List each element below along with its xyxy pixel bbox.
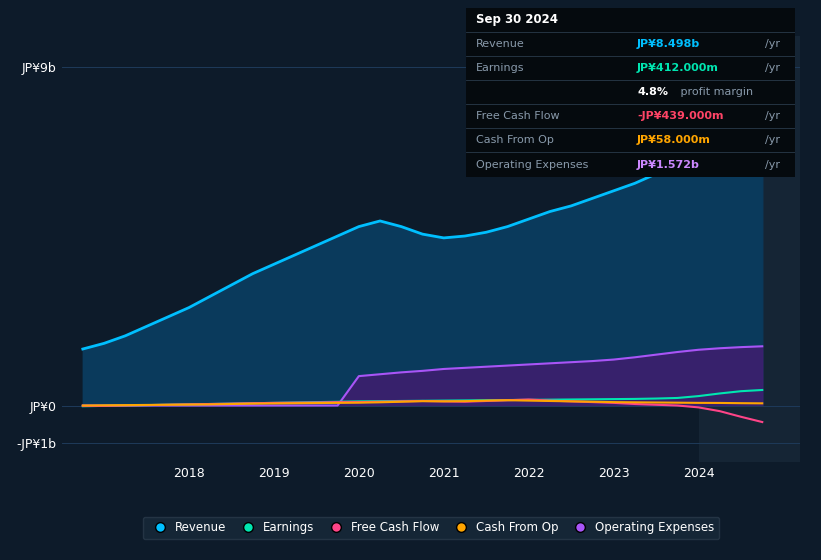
- Text: JP¥58.000m: JP¥58.000m: [637, 136, 711, 145]
- Text: profit margin: profit margin: [677, 87, 753, 97]
- Text: Sep 30 2024: Sep 30 2024: [476, 13, 558, 26]
- Text: Earnings: Earnings: [476, 63, 525, 73]
- Text: Operating Expenses: Operating Expenses: [476, 160, 589, 170]
- Text: Free Cash Flow: Free Cash Flow: [476, 111, 560, 121]
- Text: JP¥1.572b: JP¥1.572b: [637, 160, 700, 170]
- Text: Cash From Op: Cash From Op: [476, 136, 554, 145]
- Text: -JP¥439.000m: -JP¥439.000m: [637, 111, 723, 121]
- Text: 4.8%: 4.8%: [637, 87, 668, 97]
- Text: JP¥412.000m: JP¥412.000m: [637, 63, 719, 73]
- Text: /yr: /yr: [765, 63, 780, 73]
- Bar: [699, 36, 821, 462]
- Legend: Revenue, Earnings, Free Cash Flow, Cash From Op, Operating Expenses: Revenue, Earnings, Free Cash Flow, Cash …: [143, 517, 719, 539]
- Text: JP¥8.498b: JP¥8.498b: [637, 39, 700, 49]
- Text: Revenue: Revenue: [476, 39, 525, 49]
- Text: /yr: /yr: [765, 160, 780, 170]
- Text: /yr: /yr: [765, 136, 780, 145]
- Text: /yr: /yr: [765, 111, 780, 121]
- Text: /yr: /yr: [765, 39, 780, 49]
